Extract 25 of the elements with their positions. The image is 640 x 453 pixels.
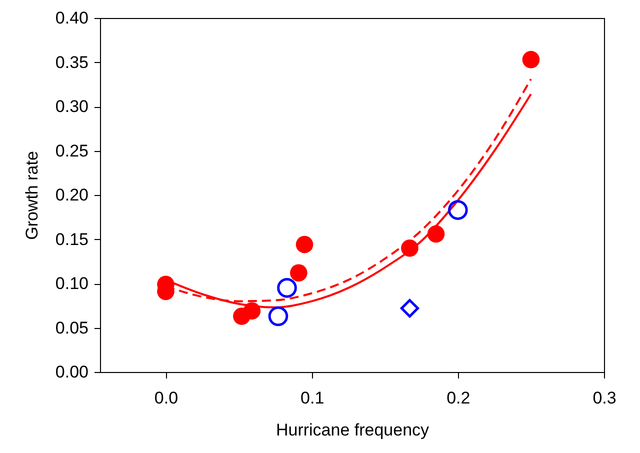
- x-axis-title: Hurricane frequency: [276, 420, 430, 440]
- point: [400, 298, 420, 318]
- x-tick-label: 0.0: [154, 388, 178, 408]
- point: [268, 306, 288, 326]
- point: [290, 264, 308, 282]
- y-tick-label: 0.15: [55, 230, 88, 249]
- point: [243, 302, 261, 320]
- point: [522, 50, 540, 68]
- y-tick-label: 0.05: [55, 318, 88, 338]
- y-tick-label: 0.40: [55, 8, 88, 28]
- point: [277, 278, 297, 298]
- point: [448, 200, 468, 220]
- y-tick-label: 0.30: [55, 97, 88, 116]
- y-tick-label: 0.10: [55, 274, 88, 293]
- y-tick-label: 0.25: [55, 141, 88, 160]
- y-tick-label: 0.00: [55, 362, 88, 382]
- x-tick-label: 0.2: [446, 388, 470, 408]
- point: [401, 239, 418, 257]
- y-axis-title: Growth rate: [22, 151, 42, 240]
- y-tick-label: 0.20: [55, 186, 88, 204]
- point: [296, 236, 314, 254]
- y-tick-label: 0.35: [55, 52, 88, 72]
- x-tick-label: 0.3: [592, 388, 616, 408]
- x-tick-label: 0.1: [300, 388, 324, 408]
- point: [427, 225, 445, 243]
